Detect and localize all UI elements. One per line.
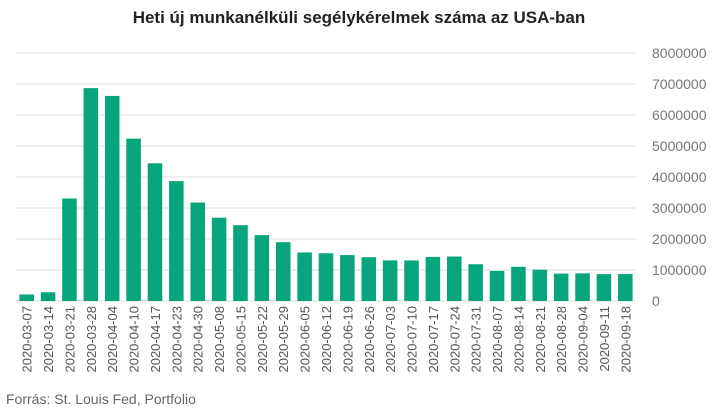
x-tick-label: 2020-09-18 (618, 306, 633, 373)
x-tick-label: 2020-04-04 (105, 306, 120, 373)
bar (553, 273, 569, 301)
y-tick-label: 4000000 (652, 169, 707, 185)
x-tick-label: 2020-05-15 (233, 306, 248, 373)
x-tick-label: 2020-09-04 (576, 306, 591, 373)
x-tick-label: 2020-04-17 (148, 306, 163, 373)
bar (489, 270, 505, 301)
x-tick-label: 2020-05-08 (212, 306, 227, 373)
x-tick-label: 2020-06-05 (298, 306, 313, 373)
y-tick-label: 5000000 (652, 138, 707, 154)
bar (254, 235, 270, 301)
x-tick-label: 2020-03-28 (84, 306, 99, 373)
bar (382, 260, 398, 301)
y-tick-label: 8000000 (652, 45, 707, 61)
bar (447, 256, 462, 301)
bar (618, 274, 633, 301)
bar (169, 181, 184, 301)
bar (126, 138, 141, 301)
y-tick-label: 7000000 (652, 76, 707, 92)
bars (19, 88, 633, 301)
bar (596, 274, 612, 301)
x-tick-label: 2020-05-29 (276, 306, 291, 373)
y-tick-label: 6000000 (652, 107, 707, 123)
bar (62, 198, 77, 301)
y-tick-label: 0 (652, 293, 660, 309)
y-tick-label: 1000000 (652, 262, 707, 278)
bar (40, 292, 56, 301)
x-tick-label: 2020-08-14 (511, 306, 526, 373)
bar (340, 255, 355, 301)
y-axis-ticks: 0 1000000 2000000 3000000 4000000 5000000 6000… (652, 45, 707, 309)
x-tick-label: 2020-03-21 (62, 306, 77, 373)
bar (468, 264, 483, 301)
x-tick-label: 2020-07-17 (426, 306, 441, 373)
bar (83, 88, 99, 301)
x-tick-label: 2020-03-14 (41, 306, 56, 373)
x-tick-label: 2020-04-23 (169, 306, 184, 373)
bar (361, 257, 377, 301)
y-tick-label: 3000000 (652, 200, 707, 216)
bar (425, 256, 441, 301)
bar (511, 266, 526, 301)
x-tick-label: 2020-06-26 (362, 306, 377, 373)
x-tick-label: 2020-07-31 (469, 306, 484, 373)
bar (575, 273, 590, 301)
bar (233, 225, 248, 301)
x-tick-label: 2020-04-30 (191, 306, 206, 373)
x-tick-label: 2020-04-10 (127, 306, 142, 373)
bar (275, 242, 291, 301)
x-tick-label: 2020-06-12 (319, 306, 334, 373)
x-axis-ticks: 2020-03-07 2020-03-14 2020-03-21 2020-03-28… (20, 306, 634, 373)
x-tick-label: 2020-07-24 (447, 306, 462, 373)
source-note: Forrás: St. Louis Fed, Portfolio (6, 391, 196, 407)
x-tick-label: 2020-05-22 (255, 306, 270, 373)
bar (211, 217, 227, 301)
x-tick-label: 2020-03-07 (20, 306, 35, 373)
bar (190, 202, 205, 301)
y-tick-label: 2000000 (652, 231, 707, 247)
x-tick-label: 2020-07-03 (383, 306, 398, 373)
bar (404, 260, 419, 301)
bar (147, 163, 163, 301)
x-tick-label: 2020-08-07 (490, 306, 505, 373)
x-tick-label: 2020-08-28 (554, 306, 569, 373)
bar (318, 253, 334, 301)
x-tick-label: 2020-06-19 (340, 306, 355, 373)
bar (104, 95, 120, 301)
bar (297, 252, 312, 301)
x-tick-label: 2020-08-21 (533, 306, 548, 373)
x-tick-label: 2020-09-11 (597, 306, 612, 372)
bar (532, 269, 548, 301)
bar (19, 294, 34, 301)
x-tick-label: 2020-07-10 (405, 306, 420, 373)
chart-title: Heti új munkanélküli segélykérelmek szám… (132, 8, 586, 27)
